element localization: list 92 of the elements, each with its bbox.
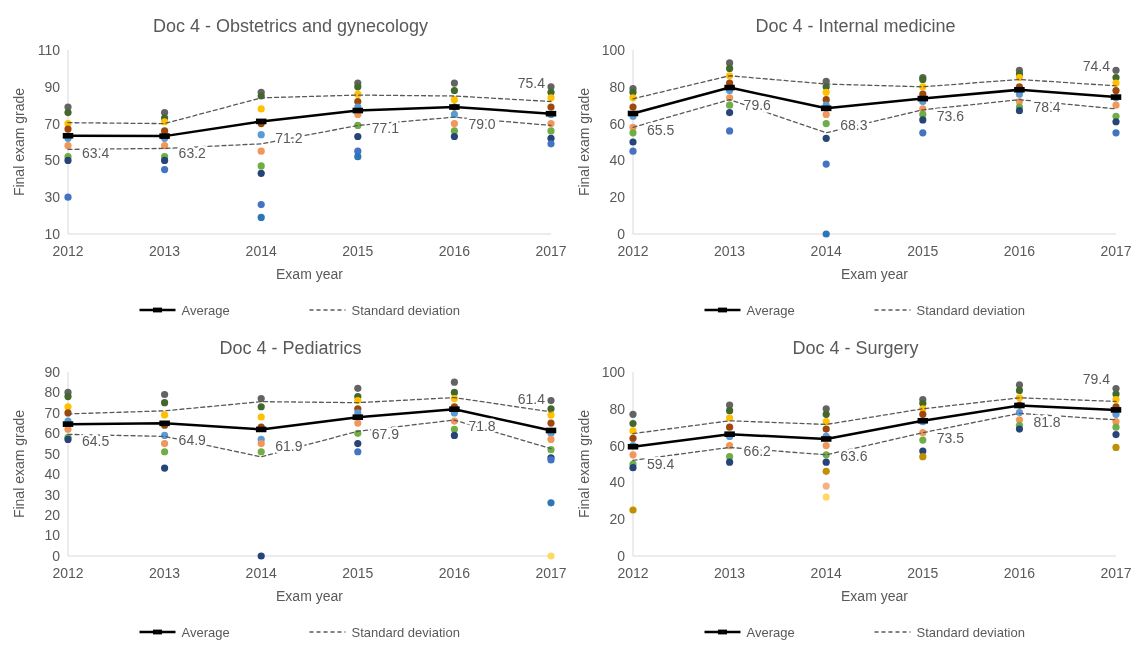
y-tick-label: 60: [609, 437, 626, 454]
x-tick-label: 2016: [438, 565, 471, 581]
x-tick-label: 2014: [245, 565, 277, 581]
x-tick-label: 2014: [810, 565, 842, 581]
y-tick-label: 0: [617, 547, 626, 564]
x-tick-label: 2016: [438, 243, 471, 259]
legend-label: Standard deviation: [351, 302, 460, 318]
y-tick-label: 20: [44, 507, 61, 524]
x-tick-label: 2015: [342, 565, 374, 581]
data-label: 73.5: [936, 429, 965, 446]
y-tick-label: 10: [44, 527, 61, 544]
data-label: 81.8: [1033, 414, 1061, 431]
x-axis-title: Exam year: [276, 266, 344, 282]
data-label: 65.5: [647, 122, 675, 139]
x-tick-label: 2013: [714, 243, 746, 259]
y-tick-label: 100: [601, 363, 626, 380]
y-tick-label: 90: [44, 363, 61, 380]
x-tick-label: 2017: [1100, 565, 1132, 581]
legend-label: Average: [746, 624, 795, 640]
x-tick-label: 2012: [52, 565, 84, 581]
y-tick-label: 30: [44, 189, 61, 206]
y-tick-label: 70: [44, 404, 61, 421]
y-tick-label: 20: [609, 511, 626, 528]
chart-title: Doc 4 - Pediatrics: [219, 338, 362, 358]
y-tick-label: 0: [617, 225, 626, 242]
x-tick-label: 2012: [617, 243, 649, 259]
y-axis-title: Final exam grade: [576, 87, 592, 197]
data-label: 61.9: [275, 438, 303, 455]
y-tick-label: 80: [609, 400, 626, 417]
legend-label: Standard deviation: [351, 624, 460, 640]
y-axis-title: Final exam grade: [11, 409, 27, 519]
y-tick-label: 60: [44, 425, 61, 442]
chart-title: Doc 4 - Internal medicine: [755, 16, 956, 36]
y-tick-label: 40: [44, 466, 61, 483]
data-label: 64.5: [82, 433, 110, 450]
y-tick-label: 10: [44, 225, 61, 242]
data-label: 63.6: [840, 447, 868, 464]
x-tick-label: 2015: [342, 243, 374, 259]
x-axis-title: Exam year: [276, 588, 344, 604]
y-tick-label: 110: [37, 41, 61, 58]
x-tick-label: 2015: [907, 565, 939, 581]
x-tick-label: 2017: [1100, 243, 1132, 259]
x-tick-label: 2014: [810, 243, 842, 259]
y-tick-label: 80: [44, 384, 61, 401]
y-tick-label: 0: [52, 547, 61, 564]
data-label: 59.4: [647, 455, 675, 472]
data-label: 79.0: [468, 116, 496, 133]
y-tick-label: 60: [609, 115, 626, 132]
x-tick-label: 2017: [535, 243, 567, 259]
data-label: 63.4: [82, 144, 110, 161]
y-tick-label: 50: [44, 152, 61, 169]
data-label: 61.4: [517, 391, 546, 408]
chart-title: Doc 4 - Obstetrics and gynecology: [152, 16, 429, 36]
y-axis-title: Final exam grade: [576, 409, 592, 519]
x-tick-label: 2013: [149, 565, 181, 581]
x-axis-title: Exam year: [841, 266, 909, 282]
x-tick-label: 2014: [245, 243, 277, 259]
data-label: 67.9: [371, 426, 400, 443]
data-label: 71.8: [468, 418, 496, 435]
x-tick-label: 2012: [617, 565, 649, 581]
x-tick-label: 2012: [52, 243, 84, 259]
y-axis-title: Final exam grade: [11, 87, 27, 197]
y-tick-label: 20: [609, 189, 626, 206]
legend-label: Average: [181, 302, 230, 318]
y-tick-label: 40: [609, 152, 626, 169]
data-label: 79.6: [743, 96, 772, 113]
y-tick-label: 40: [609, 474, 626, 491]
legend-label: Average: [181, 624, 230, 640]
chart-title: Doc 4 - Surgery: [792, 338, 919, 358]
y-tick-label: 80: [609, 78, 626, 95]
y-tick-label: 30: [44, 486, 61, 503]
y-tick-label: 100: [601, 41, 626, 58]
x-tick-label: 2015: [907, 243, 939, 259]
x-tick-label: 2013: [149, 243, 181, 259]
data-label: 77.1: [371, 119, 400, 136]
x-tick-label: 2017: [535, 565, 567, 581]
data-label: 73.6: [936, 107, 965, 124]
y-tick-label: 50: [44, 445, 61, 462]
data-label: 63.2: [178, 145, 207, 162]
x-tick-label: 2016: [1003, 243, 1036, 259]
x-tick-label: 2016: [1003, 565, 1036, 581]
legend-label: Standard deviation: [916, 624, 1025, 640]
legend-label: Average: [746, 302, 795, 318]
y-tick-label: 70: [44, 115, 61, 132]
y-tick-label: 90: [44, 78, 61, 95]
x-axis-title: Exam year: [841, 588, 909, 604]
data-label: 79.4: [1082, 370, 1111, 387]
data-label: 75.4: [517, 74, 546, 91]
data-label: 74.4: [1082, 58, 1111, 75]
data-label: 78.4: [1033, 98, 1061, 115]
x-tick-label: 2013: [714, 565, 746, 581]
legend-label: Standard deviation: [916, 302, 1025, 318]
